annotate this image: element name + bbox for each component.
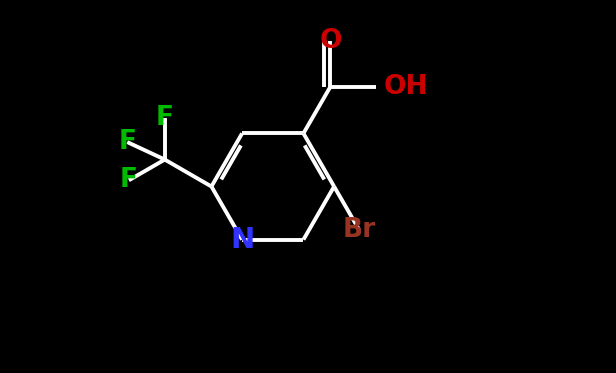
Text: F: F <box>120 167 138 193</box>
Text: O: O <box>319 28 342 54</box>
Text: OH: OH <box>383 74 428 100</box>
Text: N: N <box>230 226 254 254</box>
Text: Br: Br <box>342 217 376 242</box>
Text: F: F <box>118 129 136 155</box>
Text: F: F <box>156 105 174 131</box>
